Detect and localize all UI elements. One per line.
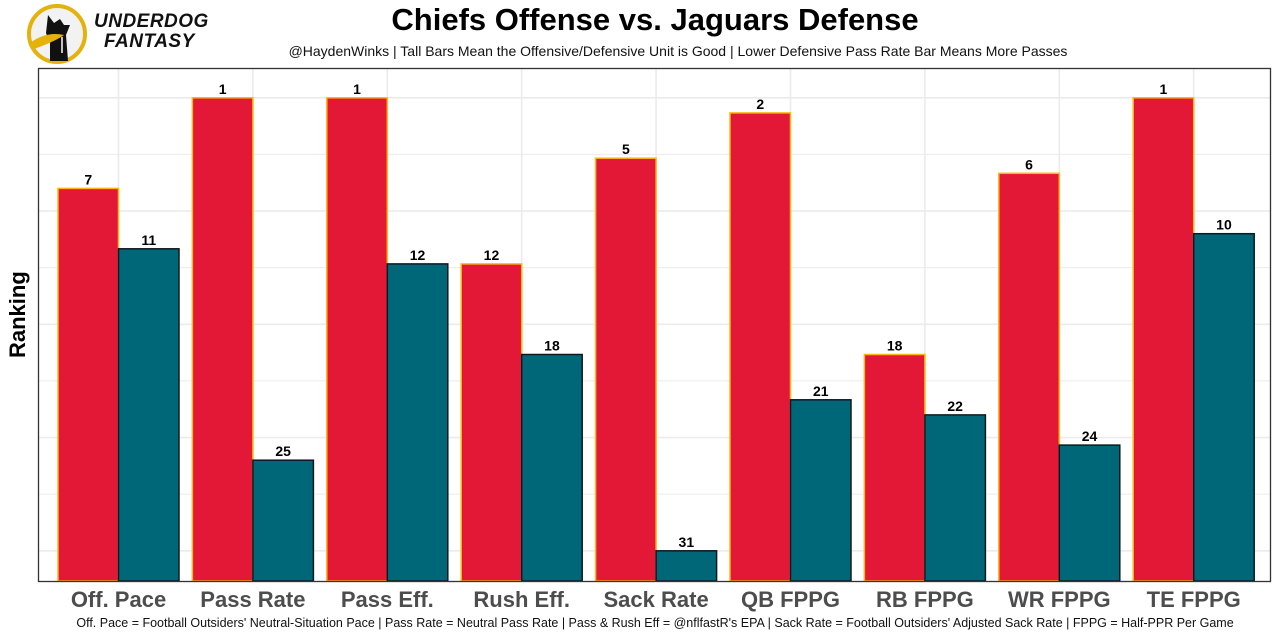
x-tick-label: Pass Rate — [200, 587, 305, 612]
underdog-logo-icon — [27, 4, 87, 64]
defense-bar — [1058, 444, 1121, 582]
offense-bar — [326, 97, 389, 582]
offense-bar — [998, 172, 1061, 582]
x-tick-label: Pass Eff. — [341, 587, 434, 612]
defense-data-label: 25 — [275, 443, 291, 459]
x-tick-label: WR FPPG — [1008, 587, 1111, 612]
chart-title: Chiefs Offense vs. Jaguars Defense — [391, 2, 919, 37]
offense-data-label: 12 — [484, 247, 500, 263]
defense-bar — [386, 263, 449, 582]
offense-bar — [57, 187, 120, 582]
offense-data-label: 1 — [1160, 81, 1168, 97]
x-tick-label: Rush Eff. — [473, 587, 570, 612]
defense-data-label: 31 — [679, 534, 695, 550]
defense-data-label: 10 — [1216, 217, 1232, 233]
defense-bar — [252, 459, 315, 582]
defense-data-label: 11 — [141, 232, 156, 248]
x-tick-labels: Off. Pace Pass Rate Pass Eff. Rush Eff. Sack… — [71, 587, 1241, 612]
x-tick-label: TE FPPG — [1147, 587, 1241, 612]
x-tick-label: RB FPPG — [876, 587, 974, 612]
defense-data-label: 12 — [410, 247, 426, 263]
plot-border — [37, 67, 1272, 583]
defense-data-label: 24 — [1082, 428, 1098, 444]
offense-data-label: 1 — [219, 81, 227, 97]
offense-data-label: 6 — [1025, 156, 1033, 172]
bars — [57, 97, 1255, 582]
offense-bar — [191, 97, 254, 582]
offense-bar — [1132, 97, 1195, 582]
defense-data-label: 18 — [544, 338, 560, 354]
defense-data-label: 21 — [813, 383, 829, 399]
defense-bar — [924, 414, 987, 582]
brand-line-1: UNDERDOG — [94, 11, 209, 32]
offense-data-label: 5 — [622, 141, 630, 157]
defense-bar — [1192, 232, 1255, 582]
offense-bar — [729, 112, 792, 582]
defense-bar — [117, 248, 180, 582]
offense-bar — [460, 263, 523, 582]
defense-data-label: 22 — [947, 398, 963, 414]
defense-bar — [520, 353, 583, 582]
x-tick-label: QB FPPG — [741, 587, 840, 612]
brand-line-2: FANTASY — [104, 31, 195, 52]
chart-subtitle: @HaydenWinks | Tall Bars Mean the Offens… — [288, 43, 1068, 59]
defense-bar — [789, 399, 852, 582]
offense-data-label: 18 — [887, 338, 903, 354]
brand-wordmark: UNDERDOG FANTASY — [94, 12, 209, 52]
defense-bar — [655, 550, 718, 582]
offense-bar — [863, 353, 926, 582]
x-tick-label: Off. Pace — [71, 587, 166, 612]
offense-data-label: 1 — [353, 81, 361, 97]
offense-bar — [594, 157, 657, 582]
offense-data-label: 2 — [756, 96, 764, 112]
offense-data-label: 7 — [84, 171, 92, 187]
chart-caption: Off. Pace = Football Outsiders' Neutral-… — [76, 616, 1234, 630]
x-tick-label: Sack Rate — [604, 587, 709, 612]
